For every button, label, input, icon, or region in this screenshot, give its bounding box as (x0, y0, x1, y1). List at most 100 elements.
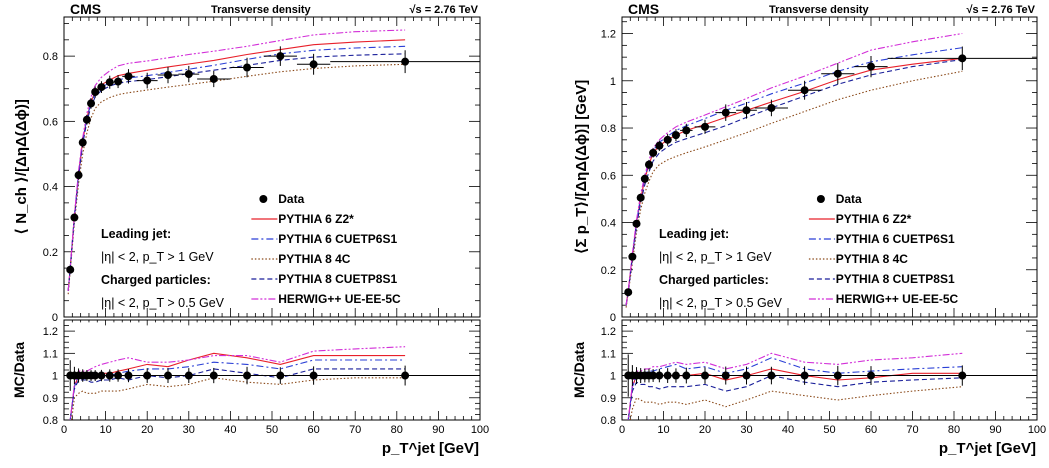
data-point (663, 135, 672, 144)
experiment-label: CMS (70, 1, 101, 17)
ratio-plot-frame (63, 319, 481, 421)
mc-curve-4 (67, 53, 406, 291)
data-point (70, 213, 79, 222)
data-point (833, 69, 842, 78)
ratio-data-point (97, 371, 106, 380)
mc-curve-5 (625, 32, 963, 306)
data-point (867, 62, 875, 71)
data-point (958, 54, 967, 63)
y-axis-title: ⟨Σ p_T⟩/[ΔηΔ(Δϕ)] [GeV] (573, 80, 590, 255)
ratio-y-tick-label: 1.2 (43, 326, 58, 338)
x-axis-title: p_T^jet [GeV] (939, 440, 1036, 457)
data-point (721, 108, 730, 117)
main-plot-frame (621, 16, 1038, 318)
data-point (800, 86, 809, 95)
data-point (628, 252, 637, 261)
x-tick-label: 10 (657, 424, 669, 436)
leading-jet-label: Leading jet: (101, 227, 171, 241)
legend-label-3: PYTHIA 8 4C (278, 252, 351, 266)
ratio-data-point (721, 371, 730, 380)
legend-label-4: PYTHIA 8 CUETP8S1 (836, 272, 955, 286)
ratio-data-points (66, 360, 480, 391)
ratio-data-point (649, 371, 658, 380)
legend-label-5: HERWIG++ UE-EE-5C (836, 292, 959, 306)
ratio-data-point (124, 371, 133, 380)
energy-label: √s = 2.76 TeV (966, 4, 1035, 16)
legend: Data PYTHIA 6 Z2* PYTHIA 6 CUETP6S1 PYTHIA … (251, 192, 401, 306)
x-tick-label: 80 (948, 424, 960, 436)
x-tick-label: 70 (349, 424, 361, 436)
charged-particles-label: Charged particles: (101, 273, 211, 287)
charged-particles-label: Charged particles: (659, 273, 769, 287)
y-tick-label: 0.8 (43, 51, 58, 63)
ratio-y-axis-title: MC/Data (11, 342, 27, 398)
x-tick-label: 90 (432, 424, 444, 436)
data-point (276, 52, 285, 61)
ratio-data-point (671, 371, 680, 380)
legend-data-marker (259, 195, 268, 203)
data-point (243, 63, 252, 72)
mc-curve-2 (625, 47, 963, 306)
data-point (82, 115, 91, 124)
ratio-data-point (800, 371, 809, 380)
x-tick-label: 50 (823, 424, 835, 436)
ratio-data-point (401, 371, 410, 380)
ratio-y-tick-label: 0.9 (601, 393, 616, 405)
data-point (91, 88, 100, 96)
leading-jet-cut: |η| < 2, p_T > 1 GeV (101, 250, 214, 264)
leading-jet-label: Leading jet: (659, 227, 729, 241)
data-point (184, 70, 193, 79)
mc-curves (625, 32, 963, 308)
data-point (632, 219, 641, 228)
x-tick-label: 20 (141, 424, 153, 436)
data-point (114, 77, 123, 86)
x-tick-label: 60 (307, 424, 319, 436)
y-tick-label: 0 (610, 312, 616, 324)
ratio-data-point (767, 371, 776, 380)
ratio-data-point (164, 371, 172, 380)
mc-curve-4 (625, 58, 963, 306)
legend-label-2: PYTHIA 6 CUETP6S1 (836, 232, 955, 246)
ratio-curve-5 (69, 346, 406, 420)
ratio-data-point (701, 371, 709, 380)
data-point (87, 99, 96, 108)
legend-label-3: PYTHIA 8 4C (836, 252, 909, 266)
legend-label-4: PYTHIA 8 CUETP8S1 (278, 272, 397, 286)
ratio-data-point (663, 371, 672, 380)
x-axis-title: p_T^jet [GeV] (382, 440, 479, 457)
data-point (644, 160, 653, 169)
ratio-curve-1 (69, 352, 406, 420)
x-tick-label: 40 (782, 424, 794, 436)
x-tick-label: 40 (224, 424, 236, 436)
ratio-data-point (309, 371, 318, 380)
ratio-y-tick-label: 1.1 (601, 348, 616, 360)
x-tick-label: 20 (699, 424, 711, 436)
ratio-curve-5 (627, 352, 963, 420)
x-tick-label: 0 (619, 424, 625, 436)
ratio-data-point (833, 371, 842, 380)
ratio-y-tick-label: 0.8 (601, 415, 616, 427)
mc-curve-5 (67, 29, 406, 291)
data-point (164, 71, 172, 80)
data-point (624, 288, 633, 297)
x-tick-label: 30 (740, 424, 752, 436)
data-point (209, 74, 218, 83)
data-point (655, 141, 664, 150)
data-point (74, 171, 83, 180)
ratio-data-point (105, 371, 114, 380)
data-point (105, 78, 114, 87)
ratio-data-points (624, 354, 1037, 397)
y-tick-label: 0.6 (43, 116, 58, 128)
ratio-y-tick-label: 1 (610, 371, 616, 383)
ratio-plot-frame (621, 319, 1038, 421)
data-points (66, 46, 480, 274)
ratio-data-point (209, 371, 218, 380)
ratio-data-point (958, 371, 967, 380)
legend-label-1: PYTHIA 6 Z2* (836, 212, 912, 226)
data-point (66, 265, 75, 274)
ratio-curve-4 (69, 368, 406, 420)
legend-data-marker (816, 195, 825, 203)
